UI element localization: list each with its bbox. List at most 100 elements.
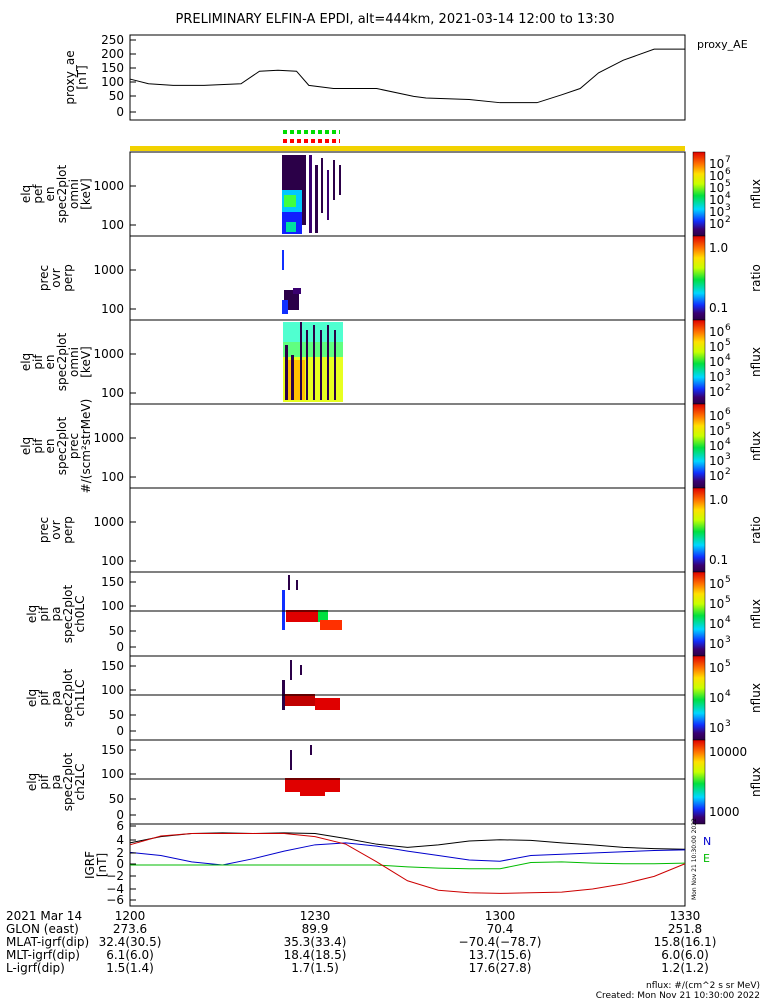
cbar-pif_prec-label-3: 10	[709, 454, 724, 468]
cbar-pif_prec-title: nflux	[749, 431, 763, 461]
cbar-pef-label-2: 10	[709, 181, 724, 195]
ylabel-prec_e-2: perp	[61, 264, 75, 292]
ytick-ch1-3: 0	[116, 724, 124, 738]
ylabel-pef-0: elq	[19, 185, 33, 203]
ytick-igrf-0: 6	[116, 819, 124, 833]
cbar-prec_e-label-1: 0.1	[709, 301, 728, 315]
cbar-pef-title: nflux	[749, 179, 763, 209]
cbar-ch0-label-3: 10	[709, 637, 724, 651]
ylabel-pif-2: en	[43, 355, 57, 370]
cbar-pif_prec-label-4: 10	[709, 469, 724, 483]
ytick-igrf-3: 0	[116, 857, 124, 871]
pef-spectrogram	[282, 155, 341, 234]
cbar-ch1-label-1: 10	[709, 691, 724, 705]
ytick-ch2-1: 100	[101, 767, 124, 781]
ytick-pef-1: 100	[101, 218, 124, 232]
ytick-pef-0: 1000	[93, 179, 124, 193]
eph-mlt-1200: 6.1(6.0)	[106, 948, 154, 962]
ylabel-ch0-4: ch0LC	[73, 596, 87, 633]
cbar-ch0-title: nflux	[749, 599, 763, 629]
series-igrf-3	[129, 832, 686, 894]
ytick-ae-0: 250	[101, 33, 124, 47]
ytick-igrf-6: −6	[106, 893, 124, 907]
ylabel-ch1-3: spec2plot	[61, 668, 75, 727]
cbar-pef-label-4: 10	[709, 205, 724, 219]
cbar-ch0-label-1: 10	[709, 597, 724, 611]
ylabel-prec_e-1: ovr	[49, 268, 63, 287]
igrf-legend-n: N	[703, 835, 711, 848]
ylabel-ch1-4: ch1LC	[73, 680, 87, 717]
x-tick-1330: 1330	[670, 909, 701, 923]
eph-glon-1200: 273.6	[113, 922, 147, 936]
eph-label-date: 2021 Mar 14	[6, 909, 82, 923]
cbar-pif-label-2: 10	[709, 355, 724, 369]
ylabel-pif_prec-2: en	[43, 439, 57, 454]
cbar-ch0-exp-1: 5	[725, 595, 731, 605]
ylabel-pif-3: spec2plot	[55, 332, 69, 391]
eph-mlt-1330: 6.0(6.0)	[661, 948, 709, 962]
ylabel-prec_i-2: perp	[61, 516, 75, 544]
ylabel-ch0-2: pa	[49, 607, 63, 622]
cbar-pef-exp-5: 2	[725, 215, 731, 225]
cbar-ch2-label-1: 1000	[709, 805, 740, 819]
cbar-pif_prec-label-0: 10	[709, 409, 724, 423]
ae-legend: proxy_AE	[697, 38, 748, 51]
eph-mlat-1230: 35.3(33.4)	[284, 935, 347, 949]
ytick-ae-1: 200	[101, 47, 124, 61]
eph-l-1230: 1.7(1.5)	[291, 961, 339, 975]
cbar-pef-label-1: 10	[709, 169, 724, 183]
ylabel-ch2-3: spec2plot	[61, 752, 75, 811]
cbar-pif-exp-1: 5	[725, 338, 731, 348]
cbar-pef-exp-3: 4	[725, 191, 731, 201]
ylabel-pif_prec-0: elq	[19, 437, 33, 455]
ylabel-pef-1: pef	[31, 184, 45, 204]
cbar-pif_prec-exp-2: 4	[725, 437, 731, 447]
figure-title: PRELIMINARY ELFIN-A EPDI, alt=444km, 202…	[176, 12, 615, 27]
ytick-prec_i-0: 1000	[93, 515, 124, 529]
cbar-pif-label-3: 10	[709, 370, 724, 384]
cbar-pif_prec-exp-1: 5	[725, 422, 731, 432]
ytick-igrf-4: −2	[106, 869, 124, 883]
ytick-igrf-1: 4	[116, 833, 124, 847]
eph-glon-1230: 89.9	[302, 922, 329, 936]
status-bars	[130, 130, 685, 151]
eph-label-glon: GLON (east)	[6, 922, 79, 936]
series-proxy-ae	[129, 48, 685, 104]
ylabel-pef-4: omni	[67, 179, 81, 209]
ytick-ch0-2: 50	[109, 624, 124, 638]
cbar-pif-exp-0: 6	[725, 323, 731, 333]
eph-mlat-1200: 32.4(30.5)	[99, 935, 162, 949]
ylabel-ch1-1: pif	[37, 690, 51, 706]
ylabel-igrf-0: IGRF	[83, 851, 97, 879]
cbar-pif_prec-exp-3: 3	[725, 452, 731, 462]
ytick-ch1-2: 50	[109, 708, 124, 722]
panel-prec-i-frame	[129, 487, 686, 573]
panel-ch1-frame	[129, 655, 686, 741]
ylabel-ae-0: proxy_ae	[63, 50, 77, 104]
ylabel-ch2-2: pa	[49, 775, 63, 790]
cbar-prec_i-label-0: 1.0	[709, 493, 728, 507]
eph-glon-1300: 70.4	[487, 922, 514, 936]
cbar-prec_e-label-0: 1.0	[709, 241, 728, 255]
cbar-pif-label-4: 10	[709, 385, 724, 399]
ytick-ch1-1: 100	[101, 683, 124, 697]
ytick-ch2-0: 150	[101, 743, 124, 757]
ylabel-ch1-0: elq	[25, 689, 39, 707]
ytick-pif_prec-1: 100	[101, 470, 124, 484]
cbar-pif_prec-exp-0: 6	[725, 407, 731, 417]
cbar-pef-exp-1: 6	[725, 167, 731, 177]
ylabel-pef-2: en	[43, 187, 57, 202]
eph-mlat-1330: 15.8(16.1)	[654, 935, 717, 949]
ylabel-ae-1: [nT]	[75, 65, 89, 89]
cbar-ch1-label-0: 10	[709, 661, 724, 675]
cbar-pef-exp-4: 3	[725, 203, 731, 213]
ytick-pif-1: 100	[101, 386, 124, 400]
cbar-pef-exp-0: 7	[725, 155, 731, 165]
cbar-pif-exp-3: 3	[725, 368, 731, 378]
eph-l-1330: 1.2(1.2)	[661, 961, 709, 975]
ytick-igrf-2: 2	[116, 846, 124, 860]
eph-label-mlat: MLAT-igrf(dip)	[6, 935, 89, 949]
cbar-prec_e-title: ratio	[749, 264, 763, 292]
ylabel-ch0-1: pif	[37, 606, 51, 622]
